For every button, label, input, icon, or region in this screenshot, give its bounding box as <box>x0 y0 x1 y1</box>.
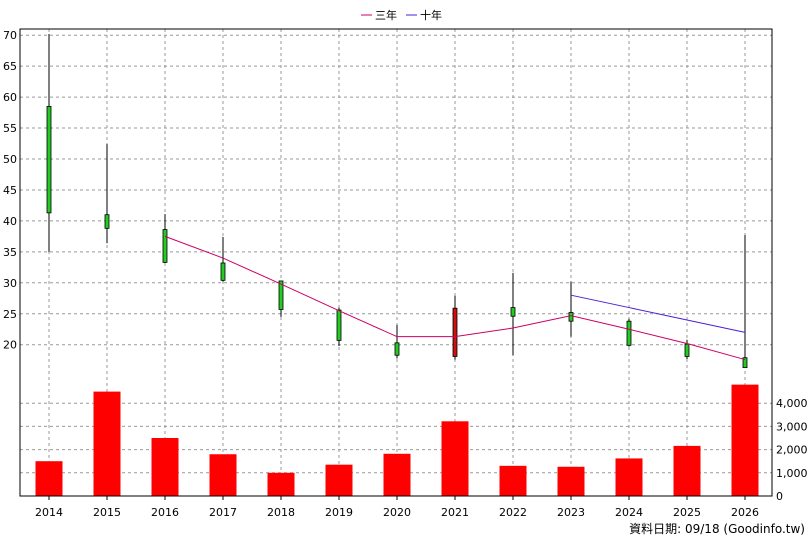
x-tick-label-2022: 2022 <box>499 506 527 519</box>
x-tick-label-2020: 2020 <box>383 506 411 519</box>
candle-body-2014 <box>46 105 52 214</box>
candle-body-2018 <box>278 280 284 310</box>
legend-label-3yr: 三年 <box>375 8 397 22</box>
candle-body-2019 <box>336 309 342 341</box>
candle-body-2026 <box>742 357 748 369</box>
footer-source: 資料日期: 09/18 (Goodinfo.tw) <box>629 522 805 536</box>
volume-tick-label-1000: 1,000 <box>776 467 808 480</box>
volume-bar-2019 <box>325 464 353 496</box>
volume-bar-2022 <box>499 465 527 496</box>
price-tick-label-55: 55 <box>3 122 17 135</box>
candlesticks <box>46 33 748 369</box>
legend-label-10yr: 十年 <box>420 8 442 22</box>
volume-bar-2021 <box>441 421 469 496</box>
price-tick-label-35: 35 <box>3 246 17 259</box>
volume-bar-2017 <box>209 454 237 496</box>
x-tick-label-2018: 2018 <box>267 506 295 519</box>
price-tick-label-25: 25 <box>3 308 17 321</box>
volume-bar-2018 <box>267 472 295 496</box>
line-series-0 <box>164 235 746 361</box>
price-tick-label-65: 65 <box>3 60 17 73</box>
price-tick-label-60: 60 <box>3 91 17 104</box>
candle-body-2025 <box>684 343 690 357</box>
volume-tick-label-2000: 2,000 <box>776 444 808 457</box>
price-tick-label-40: 40 <box>3 215 17 228</box>
candle-body-2016 <box>162 229 168 263</box>
volume-bar-2024 <box>615 458 643 496</box>
tick-labels: 2014 2015 2016 2017 2018 2019 2020 2021 2022 2023… <box>3 29 808 519</box>
volume-bar-2023 <box>557 466 585 496</box>
x-tick-label-2026: 2026 <box>731 506 759 519</box>
volume-tick-label-3000: 3,000 <box>776 420 808 433</box>
x-tick-label-2019: 2019 <box>325 506 353 519</box>
volume-bar-2026 <box>731 384 759 496</box>
volume-bar-2014 <box>35 461 63 496</box>
x-tick-label-2024: 2024 <box>615 506 643 519</box>
candle-body-2024 <box>626 320 632 346</box>
x-tick-label-2016: 2016 <box>151 506 179 519</box>
axes <box>19 28 773 500</box>
moving-average-lines <box>164 235 746 361</box>
x-tick-label-2017: 2017 <box>209 506 237 519</box>
price-tick-label-70: 70 <box>3 29 17 42</box>
x-tick-label-2014: 2014 <box>35 506 63 519</box>
volume-bars <box>35 384 759 496</box>
x-tick-label-2023: 2023 <box>557 506 585 519</box>
volume-bar-2020 <box>383 453 411 496</box>
candle-body-2017 <box>220 262 226 281</box>
price-tick-label-20: 20 <box>3 339 17 352</box>
candle-body-2022 <box>510 307 516 317</box>
legend: 三年 十年 <box>361 8 442 22</box>
plot-frame <box>19 28 773 497</box>
line-series-1 <box>570 294 746 333</box>
candle-body-2023 <box>568 312 574 322</box>
volume-bar-2025 <box>673 445 701 496</box>
volume-bar-2016 <box>151 438 179 496</box>
volume-tick-label-0: 0 <box>776 490 783 503</box>
x-tick-label-2015: 2015 <box>93 506 121 519</box>
price-tick-label-30: 30 <box>3 277 17 290</box>
price-tick-label-45: 45 <box>3 184 17 197</box>
candle-body-2020 <box>394 342 400 356</box>
candle-body-2021 <box>452 307 458 357</box>
x-tick-label-2021: 2021 <box>441 506 469 519</box>
grid <box>20 29 772 496</box>
candle-body-2015 <box>104 214 110 229</box>
volume-tick-label-4000: 4,000 <box>776 397 808 410</box>
x-tick-label-2025: 2025 <box>673 506 701 519</box>
volume-bar-2015 <box>93 391 121 496</box>
price-tick-label-50: 50 <box>3 153 17 166</box>
